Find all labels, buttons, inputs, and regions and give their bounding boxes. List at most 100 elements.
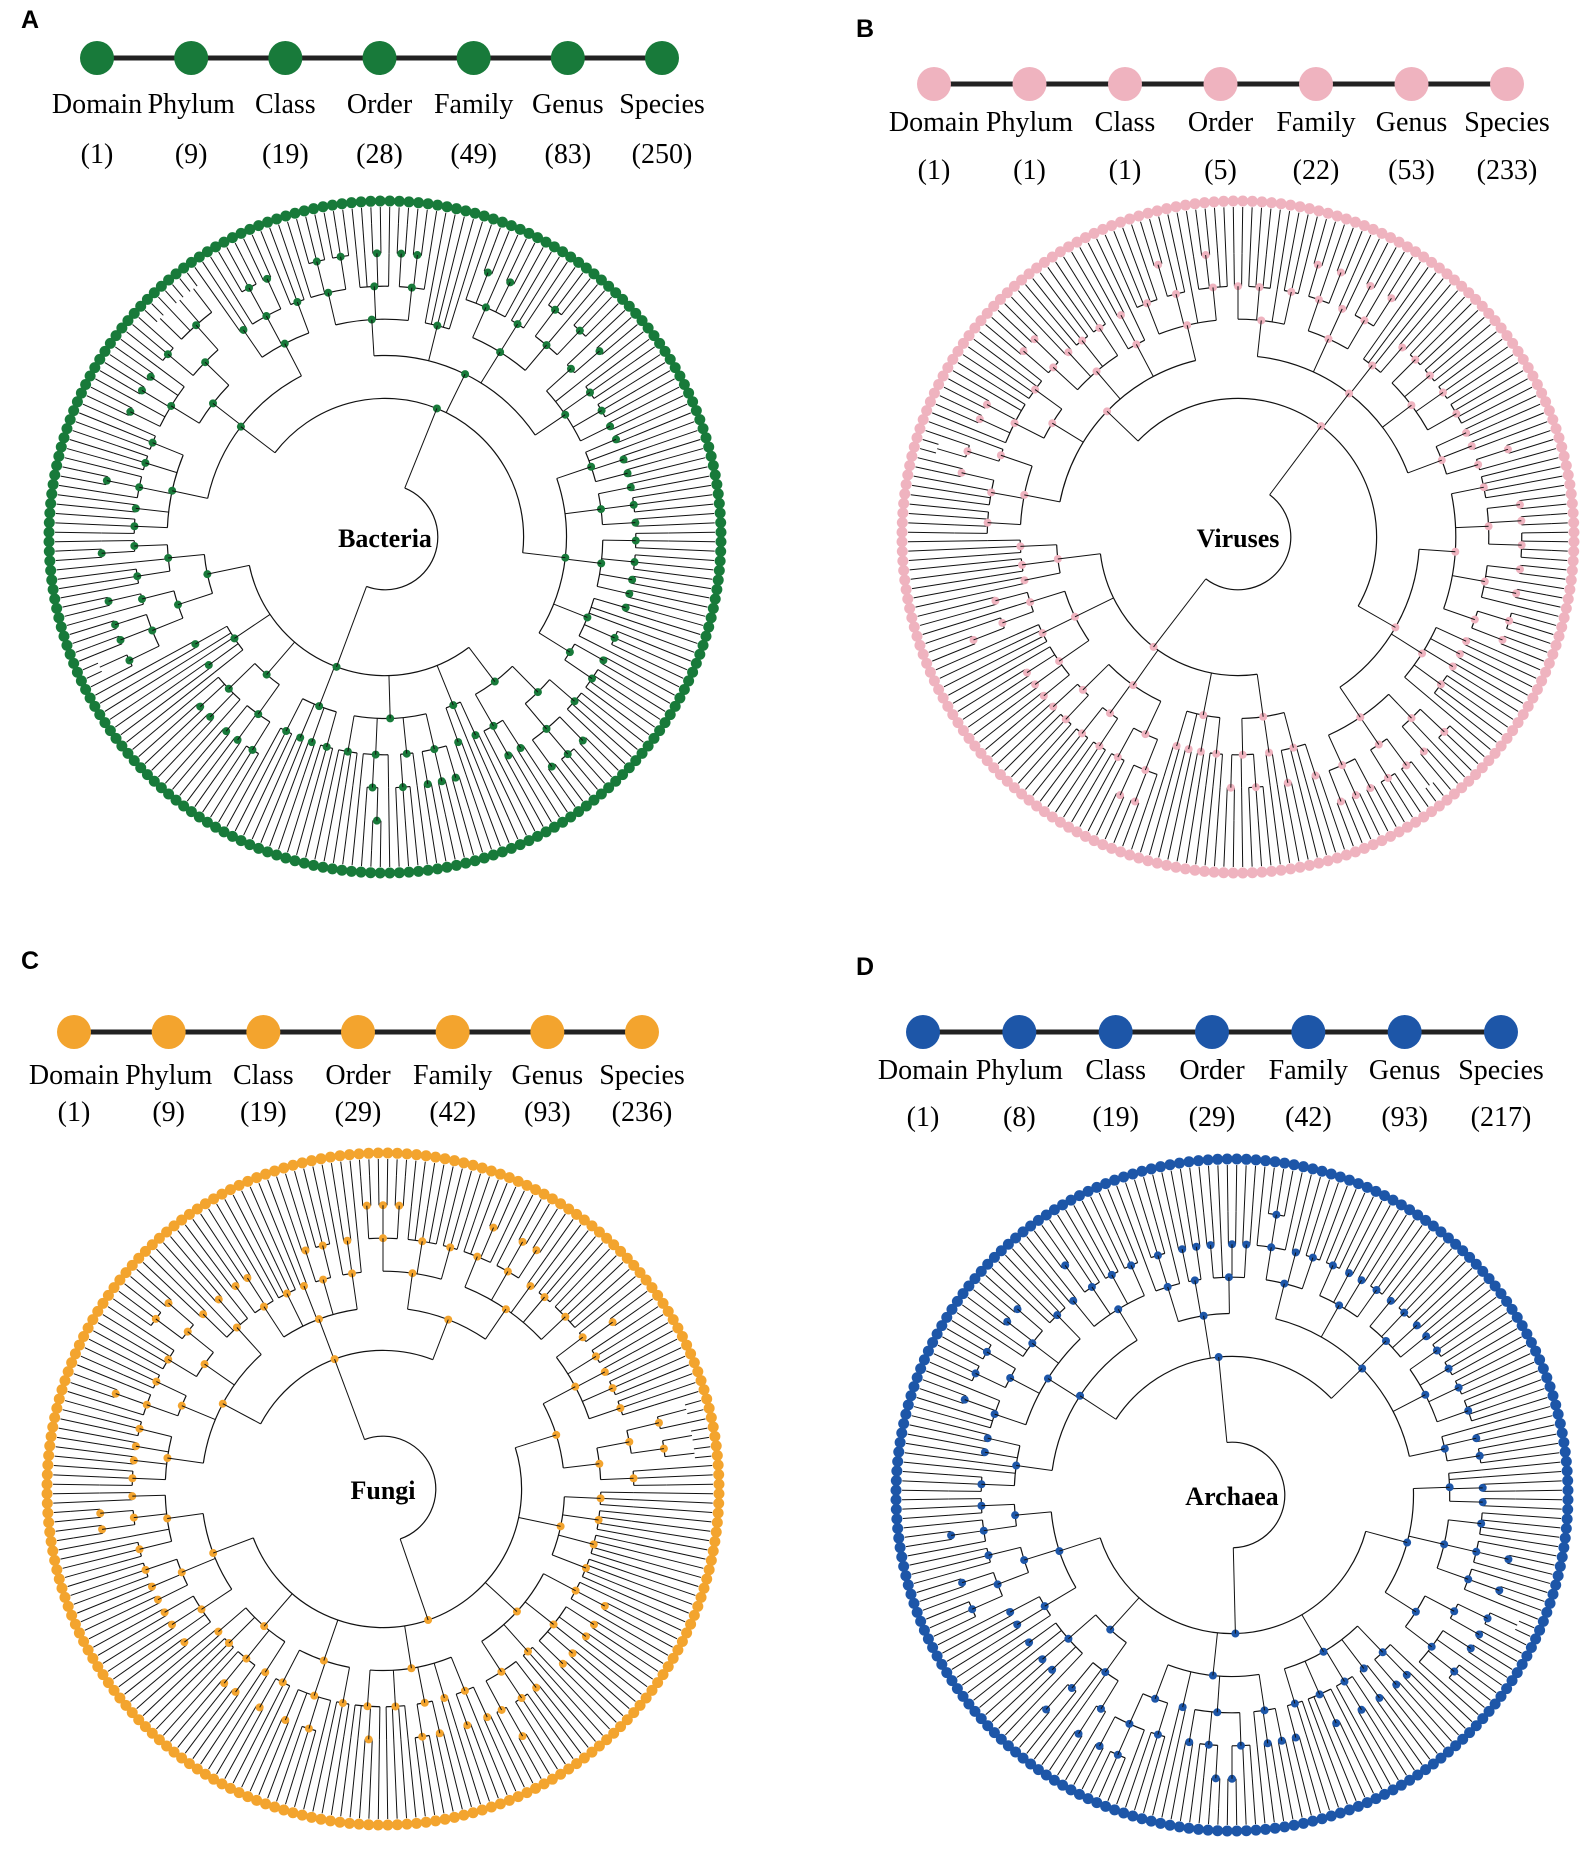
branch [1389, 1644, 1415, 1668]
leaf-dot [1231, 1825, 1243, 1837]
branch [150, 327, 174, 349]
node-dot [1153, 1730, 1162, 1739]
branch [1195, 1213, 1201, 1247]
branch [1432, 1324, 1460, 1346]
branch [1320, 1305, 1340, 1338]
branch [418, 1770, 426, 1817]
leaf-dot [1161, 203, 1173, 215]
branch [1065, 1735, 1083, 1762]
branch [1373, 261, 1389, 289]
branch [306, 1730, 317, 1763]
leaf-dot [1198, 197, 1210, 209]
branch [435, 1733, 444, 1767]
branch [971, 1595, 1003, 1610]
leaf-dot [941, 1311, 953, 1323]
node-dot [131, 504, 140, 513]
leaf-dot [372, 1819, 384, 1831]
branch [1052, 367, 1078, 391]
leaf-dot [1151, 857, 1163, 869]
branch [177, 1614, 206, 1634]
leaf-dot [1553, 630, 1565, 642]
branch [596, 1528, 630, 1536]
branch [1071, 781, 1096, 823]
node-dot [654, 1418, 663, 1427]
branch [919, 1595, 936, 1602]
leaf-dot [595, 274, 607, 286]
branch [948, 656, 1019, 696]
leaf-dot [908, 1381, 920, 1393]
branch [214, 649, 244, 673]
branch [1249, 820, 1253, 867]
branch [1048, 324, 1072, 351]
node-dot [1211, 1774, 1220, 1783]
branch [1051, 1646, 1077, 1671]
branch [476, 224, 492, 269]
branch [1322, 1692, 1337, 1724]
branch [1026, 654, 1056, 674]
leaf-dot [1565, 574, 1577, 586]
leaf-dot [1435, 1226, 1447, 1238]
branch [208, 643, 239, 666]
leaf-dot [141, 293, 153, 305]
branch [1531, 646, 1548, 653]
branch [434, 1767, 445, 1814]
branch [215, 1651, 239, 1677]
branch [1347, 830, 1354, 847]
leaf-dot [890, 1503, 902, 1515]
branch [368, 1706, 372, 1740]
branch [1275, 1185, 1282, 1215]
branch [500, 1183, 508, 1199]
leaf-dot [900, 1570, 912, 1582]
branch [1443, 608, 1475, 621]
leaf-dot [1552, 1570, 1564, 1582]
rank-name: Family [413, 1060, 492, 1091]
branch [944, 635, 973, 648]
branch [1015, 360, 1042, 382]
leaf-dot [1142, 207, 1154, 219]
leaf-dot [271, 213, 283, 225]
branch [604, 656, 635, 674]
leaf-dot [1294, 861, 1306, 873]
branch [356, 254, 361, 288]
branch [1019, 1242, 1050, 1279]
branch [633, 1468, 667, 1472]
branch [937, 1344, 953, 1354]
branch [1262, 254, 1267, 288]
branch [1515, 1628, 1531, 1637]
branch [958, 484, 992, 492]
branch [58, 1427, 105, 1438]
branch [1277, 1741, 1285, 1775]
branch [1232, 207, 1235, 254]
branch [470, 1222, 483, 1255]
leaf-dot [146, 1239, 158, 1251]
branch [421, 751, 429, 785]
branch [532, 1222, 550, 1249]
leaf-dot [503, 1794, 515, 1806]
branch [974, 429, 1006, 444]
leaf-dot [1212, 1825, 1224, 1837]
leaf-dot [287, 1159, 299, 1171]
branch [1139, 1226, 1152, 1258]
node-dot [993, 1580, 1002, 1589]
branch [1081, 1774, 1091, 1790]
leaf-dot [1155, 1161, 1167, 1173]
branch [987, 545, 1021, 549]
leaf-dot [900, 478, 912, 490]
branch [203, 636, 235, 658]
leaf-dot [1376, 227, 1388, 239]
branch [1511, 1636, 1527, 1646]
branch [1144, 237, 1155, 267]
branch [663, 588, 710, 599]
leaf-dot [676, 1330, 688, 1342]
branch [579, 1644, 642, 1695]
node-dot [1374, 740, 1383, 749]
leaf-dot [1564, 584, 1576, 596]
leaf-dot [1031, 262, 1043, 274]
branch [1065, 1739, 1090, 1781]
leaf-dot [45, 497, 57, 509]
node-dot [1315, 1690, 1324, 1699]
leaf-dot [49, 1412, 61, 1424]
branch [1017, 640, 1048, 658]
branch [206, 1685, 228, 1712]
branch [296, 778, 319, 856]
